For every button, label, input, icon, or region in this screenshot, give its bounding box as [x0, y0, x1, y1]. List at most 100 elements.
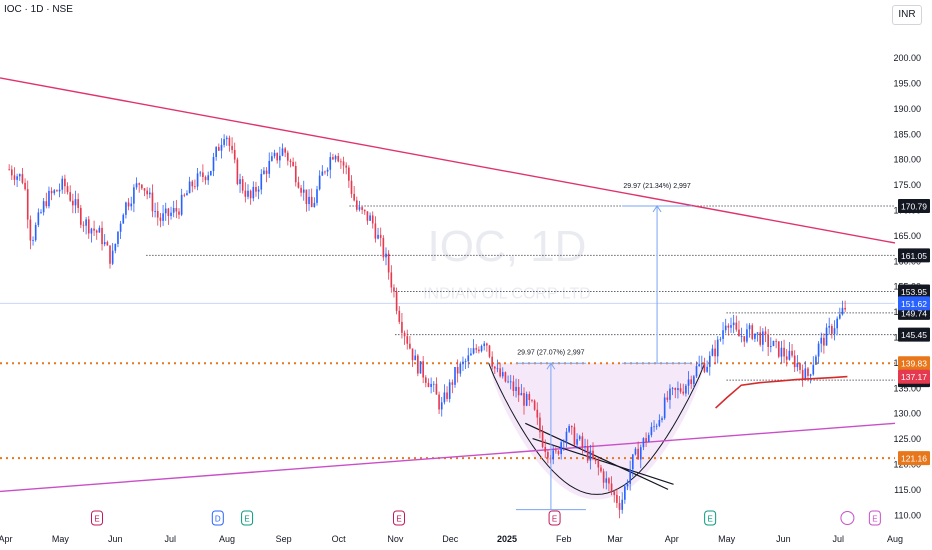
x-tick-label: Nov [387, 534, 404, 544]
candle-body [541, 432, 544, 447]
candle-body [244, 190, 247, 197]
y-tick-label: 200.00 [893, 53, 921, 63]
candle-body [143, 188, 146, 191]
candle-body [406, 336, 409, 344]
candle-body [706, 366, 708, 372]
candle-body [348, 167, 350, 181]
x-tick-label: Apr [0, 534, 12, 544]
level-tag [898, 451, 930, 466]
watermark-ticker: IOC, 1D [428, 222, 587, 271]
candle-body [685, 385, 687, 394]
candle-body [600, 467, 602, 472]
candle-body [478, 349, 480, 352]
candle-body [257, 189, 260, 192]
candle-body [653, 426, 655, 428]
candle-body [156, 210, 159, 218]
measure-label: 29.97 (27.07%) 2,997 [517, 350, 584, 357]
candle-body [292, 161, 294, 167]
price-tag-label: 137.17 [901, 372, 927, 382]
candle-body [350, 180, 353, 194]
candle-body [10, 169, 13, 176]
y-tick-label: 165.00 [893, 231, 921, 241]
x-tick-label: 2025 [497, 534, 517, 544]
candle-body [77, 199, 79, 208]
candle-body [146, 190, 148, 195]
candle-body [398, 310, 401, 322]
candle-body [300, 187, 302, 193]
candle-body [597, 460, 600, 468]
candle-body [751, 325, 754, 339]
level-tag-label: 161.05 [901, 251, 927, 261]
candle-body [332, 157, 334, 160]
candle-body [58, 189, 61, 192]
candle-body [777, 341, 780, 357]
candle-body [769, 345, 772, 347]
candle-body [783, 347, 785, 357]
candle-body [103, 242, 106, 245]
candle-body [56, 190, 58, 192]
candle-body [202, 172, 204, 177]
level-tag-label: 139.83 [901, 359, 927, 369]
candle-body [727, 325, 730, 328]
candle-body [504, 372, 507, 382]
symbol-header[interactable]: IOC · 1D · NSE [4, 4, 73, 15]
candle-body [568, 426, 570, 432]
candle-body [785, 356, 788, 360]
candle-body [817, 343, 820, 357]
trend-line [0, 77, 896, 244]
candle-body [178, 211, 180, 215]
candle-body [767, 334, 769, 347]
y-tick-label: 125.00 [893, 434, 921, 444]
candle-body [18, 174, 21, 177]
candle-body [467, 355, 470, 362]
candle-body [557, 451, 560, 455]
candle-body [308, 196, 310, 205]
candle-body [831, 325, 833, 334]
candle-body [610, 483, 613, 492]
candle-body [719, 338, 722, 340]
candle-body [735, 322, 738, 330]
x-tick-label: Aug [219, 534, 235, 544]
candle-body [37, 212, 40, 225]
x-tick-label: May [52, 534, 70, 544]
candle-body [273, 152, 276, 157]
candle-body [422, 361, 424, 378]
candle-body [225, 137, 228, 140]
candle-body [302, 189, 305, 193]
candle-body [424, 377, 427, 383]
candle-body [241, 179, 244, 191]
candle-body [499, 368, 501, 377]
candle-body [791, 350, 793, 356]
x-tick-label: May [718, 534, 736, 544]
currency-badge[interactable]: INR [892, 5, 922, 25]
candle-body [393, 287, 395, 292]
candle-body [507, 381, 509, 383]
candle-body [409, 343, 411, 349]
event-label: E [396, 515, 401, 524]
candle-body [411, 348, 414, 361]
candle-body [284, 148, 286, 153]
candle-body [679, 388, 682, 392]
candle-body [228, 137, 231, 146]
cup-fill [488, 363, 705, 500]
candle-body [621, 499, 624, 510]
candle-body [66, 186, 69, 193]
wedge-line [525, 422, 669, 490]
x-tick-label: Feb [556, 534, 572, 544]
candle-body [268, 160, 271, 174]
candle-body [486, 343, 488, 346]
candle-body [581, 436, 584, 447]
candle-body [775, 340, 777, 342]
candle-body [26, 189, 29, 220]
candle-body [438, 394, 440, 410]
event-badge [241, 510, 254, 526]
candle-body [547, 451, 549, 458]
candle-body [793, 355, 796, 368]
candle-body [552, 450, 555, 460]
candle-body [247, 190, 249, 197]
event-marker: D [211, 510, 224, 526]
x-tick-label: Dec [442, 534, 459, 544]
candle-body [215, 147, 217, 158]
